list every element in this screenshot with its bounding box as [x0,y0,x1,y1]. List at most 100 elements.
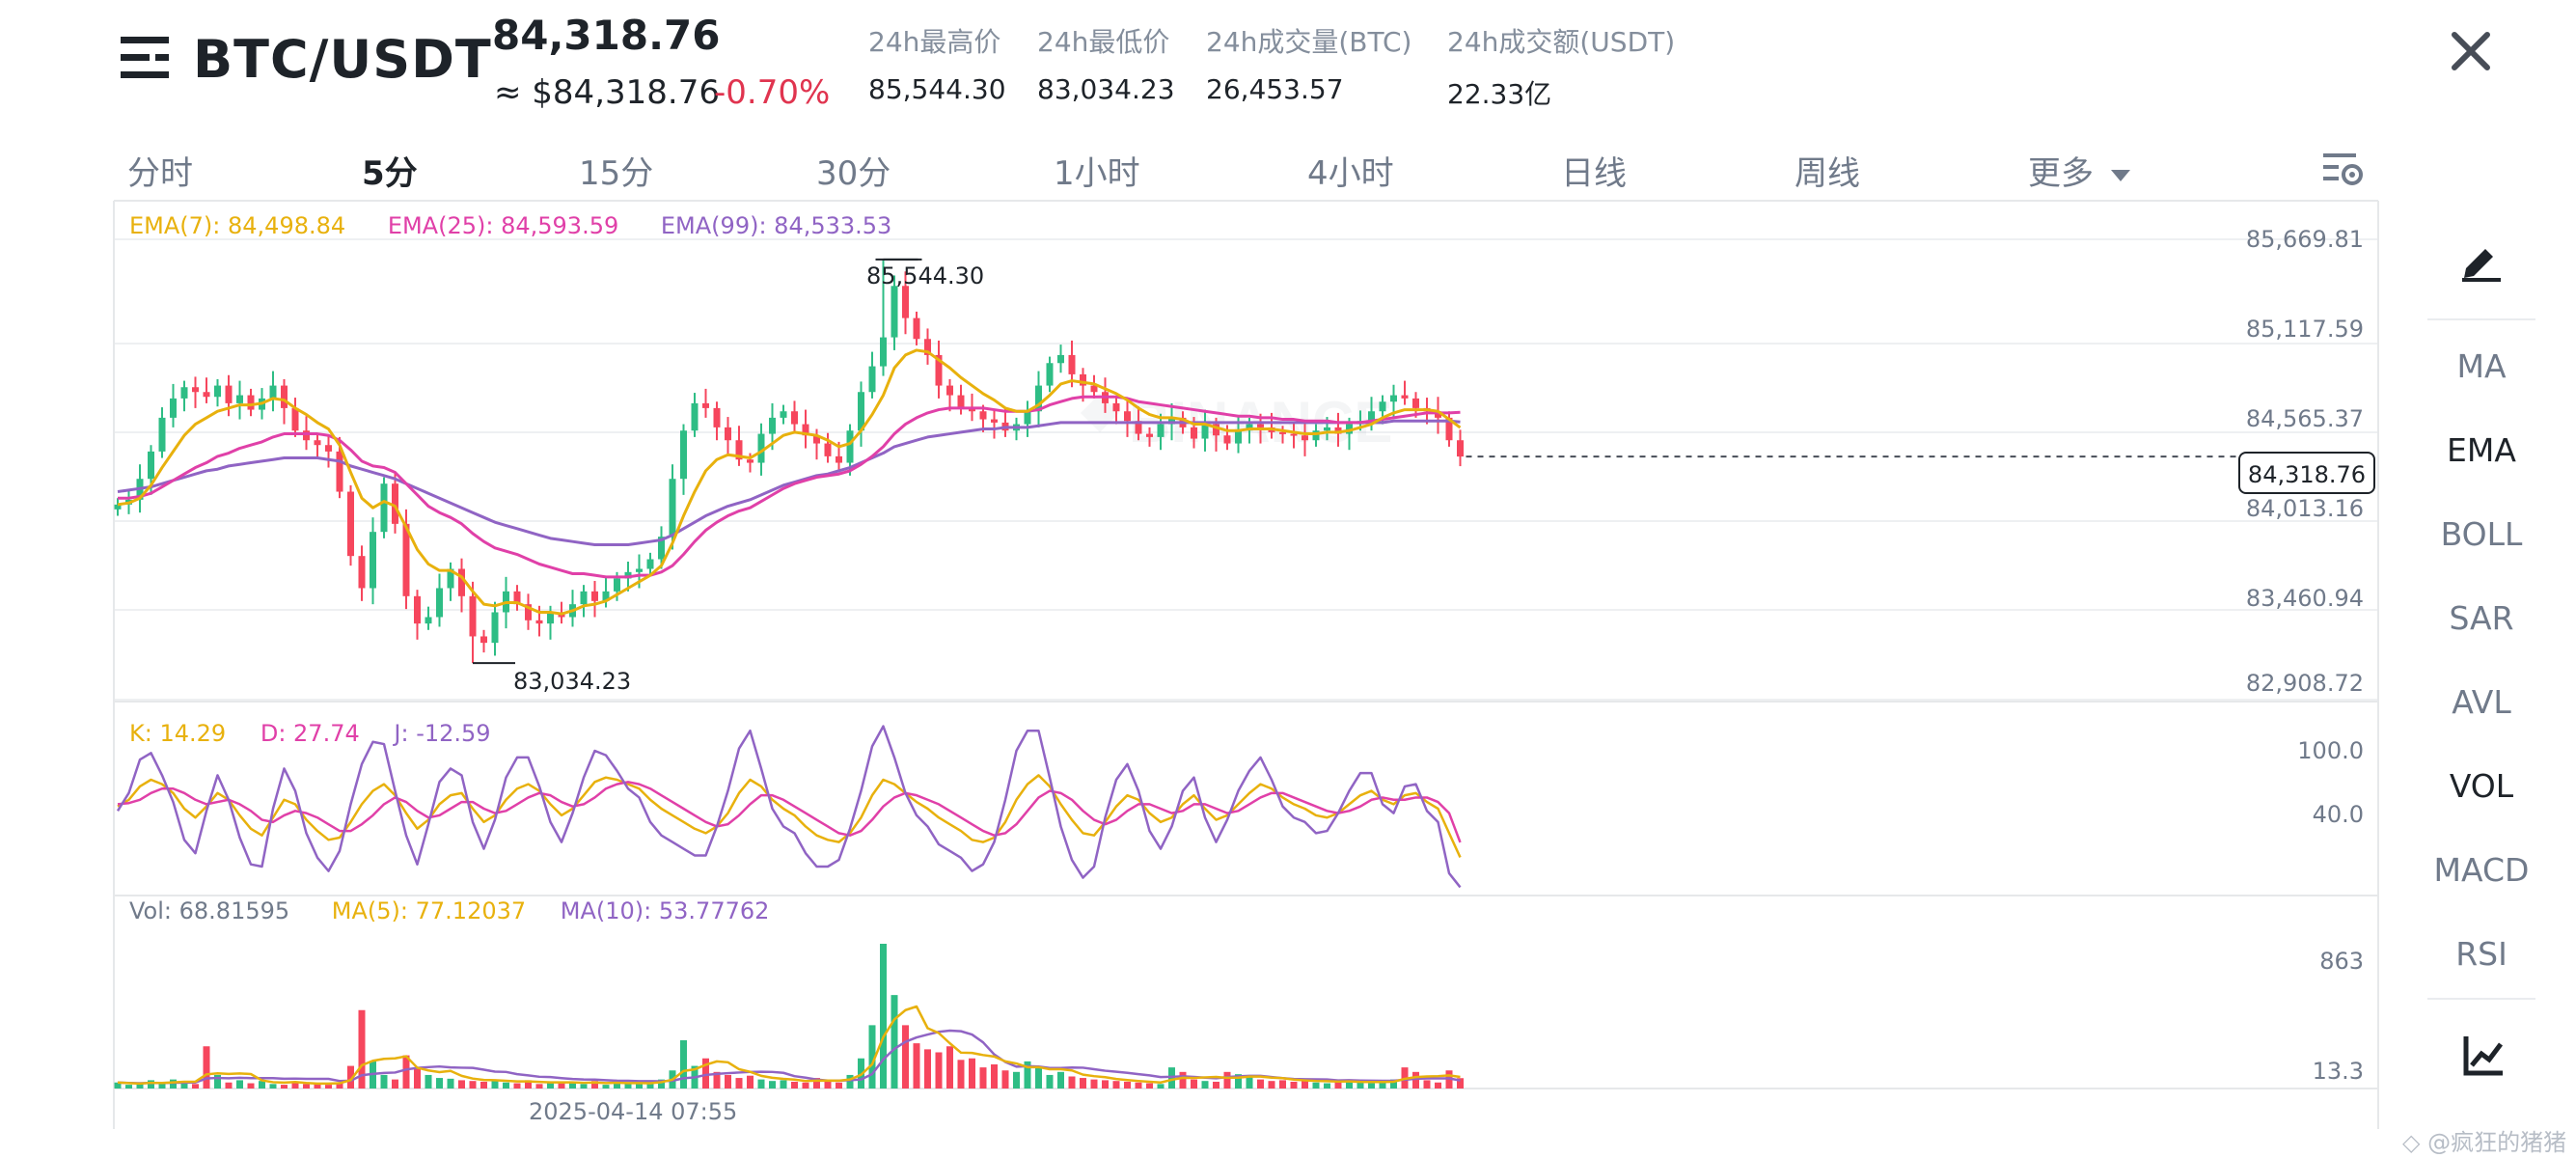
stat-label: 24h成交额(USDT) [1447,26,1676,58]
chart-settings-icon[interactable] [2323,150,2364,188]
candle-body [1135,421,1142,434]
caret-down-icon [2110,169,2130,181]
volume-bar [1435,1082,1441,1089]
kline-chart[interactable]: BINANCE [0,0,2393,1158]
volume-bar [225,1082,233,1089]
indicator-ma[interactable]: MA [2456,347,2507,385]
candle-body [1146,433,1153,437]
legend-ema25-sep: : [485,212,502,239]
volume-bar [636,1083,643,1089]
candle-body [447,568,454,589]
candle-body [735,440,743,460]
volume-bar [1334,1081,1342,1089]
ema-lines [117,348,1462,616]
volume-bar [491,1079,499,1089]
indicator-sar[interactable]: SAR [2449,599,2514,637]
candle-body [392,483,398,524]
high-price-label: 85,544.30 [866,262,985,290]
candle-body [303,430,310,441]
menu-icon[interactable] [121,35,171,79]
tab-timeframe[interactable]: 分时 [127,154,193,193]
volume-bar [1312,1082,1320,1089]
candle-body [1368,411,1375,422]
candle-body [924,339,931,355]
indicator-boll[interactable]: BOLL [2440,515,2523,553]
legend-vol-name: Vol [129,897,164,924]
candle-body [1024,411,1031,425]
legend-ma10-sep: : [644,897,659,924]
indicator-macd[interactable]: MACD [2433,851,2530,889]
tab-timeframe[interactable]: 日线 [1561,154,1627,193]
volume-bar [891,995,898,1089]
volume-bar [880,944,887,1089]
volume-bar [358,1009,366,1089]
volume-bar [979,1067,987,1089]
volume-bar [1201,1081,1209,1089]
volume-bar [513,1083,521,1089]
close-icon[interactable] [2449,29,2493,73]
vol-tick: 863 [2319,948,2364,975]
candle-body [114,504,122,510]
candle-body [1168,417,1175,425]
candle-body [1412,398,1419,408]
volume-bar [836,1082,842,1089]
candle-body [380,483,388,533]
tab-timeframe[interactable]: 30分 [816,154,891,193]
volume-bar [447,1078,454,1089]
kdj-tick: 100.0 [2297,737,2364,764]
tab-timeframe[interactable]: 1小时 [1054,154,1140,193]
candle-body [1346,424,1353,434]
volume-bar [458,1080,465,1089]
indicator-rsi[interactable]: RSI [2455,935,2507,973]
tab-more-label: 更多 [2028,154,2094,193]
chart-trend-icon[interactable] [2462,1034,2505,1077]
volume-bar [136,1084,144,1089]
volume-bar [269,1084,277,1089]
volume-bar [1290,1081,1298,1089]
indicator-vol-active[interactable]: VOL [2449,767,2514,805]
candle-body [1157,424,1165,437]
chart-grid [113,200,2379,1129]
stat-value: 22.33亿 [1447,78,1552,110]
tab-more[interactable]: 更多 [2028,147,2131,194]
candle-body [602,591,610,601]
volume-bar [624,1084,632,1089]
legend-j-sep: : [400,720,417,747]
tab-timeframe-active[interactable]: 5分 [362,154,418,193]
candle-body [1223,435,1231,444]
tab-timeframe[interactable]: 4小时 [1307,154,1394,193]
volume-bar [1346,1081,1353,1089]
price-tick: 84,013.16 [2245,495,2364,522]
legend-ema7-sep: : [212,212,229,239]
kdj-tick: 40.0 [2312,801,2364,828]
volume-bar [236,1080,243,1089]
candle-body [281,385,288,408]
volume-bar [1080,1078,1086,1089]
stat-label: 24h最低价 [1037,26,1170,58]
stat-label: 24h最高价 [868,26,1001,58]
candle-body [713,407,721,427]
candle-body [1379,401,1386,412]
volume-bar [1001,1070,1009,1089]
volume-bar [214,1074,221,1089]
candle-body [525,604,532,620]
volume-bar [1412,1071,1419,1089]
indicator-ema-active[interactable]: EMA [2447,431,2516,469]
volume-bar [1213,1081,1219,1089]
ema99-line [117,419,1461,547]
draw-tool-icon[interactable] [2458,239,2505,282]
kdj-j-line [116,725,1462,889]
tab-timeframe[interactable]: 15分 [579,154,654,193]
volume-bar [824,1080,832,1089]
indicator-avl[interactable]: AVL [2452,683,2511,721]
candle-body [969,407,975,412]
candle-body [269,385,277,399]
volume-bar [868,1025,876,1089]
usd-price: ≈ $84,318.76 [494,73,720,112]
volume-bar [813,1078,820,1089]
tab-timeframe[interactable]: 周线 [1795,154,1860,193]
volume-bar [336,1082,343,1089]
volume-bar [1357,1082,1364,1089]
candle-body [1390,395,1397,402]
pair-title[interactable]: BTC/USDT [193,29,492,90]
